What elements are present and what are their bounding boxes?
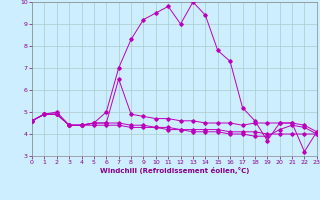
X-axis label: Windchill (Refroidissement éolien,°C): Windchill (Refroidissement éolien,°C): [100, 167, 249, 174]
